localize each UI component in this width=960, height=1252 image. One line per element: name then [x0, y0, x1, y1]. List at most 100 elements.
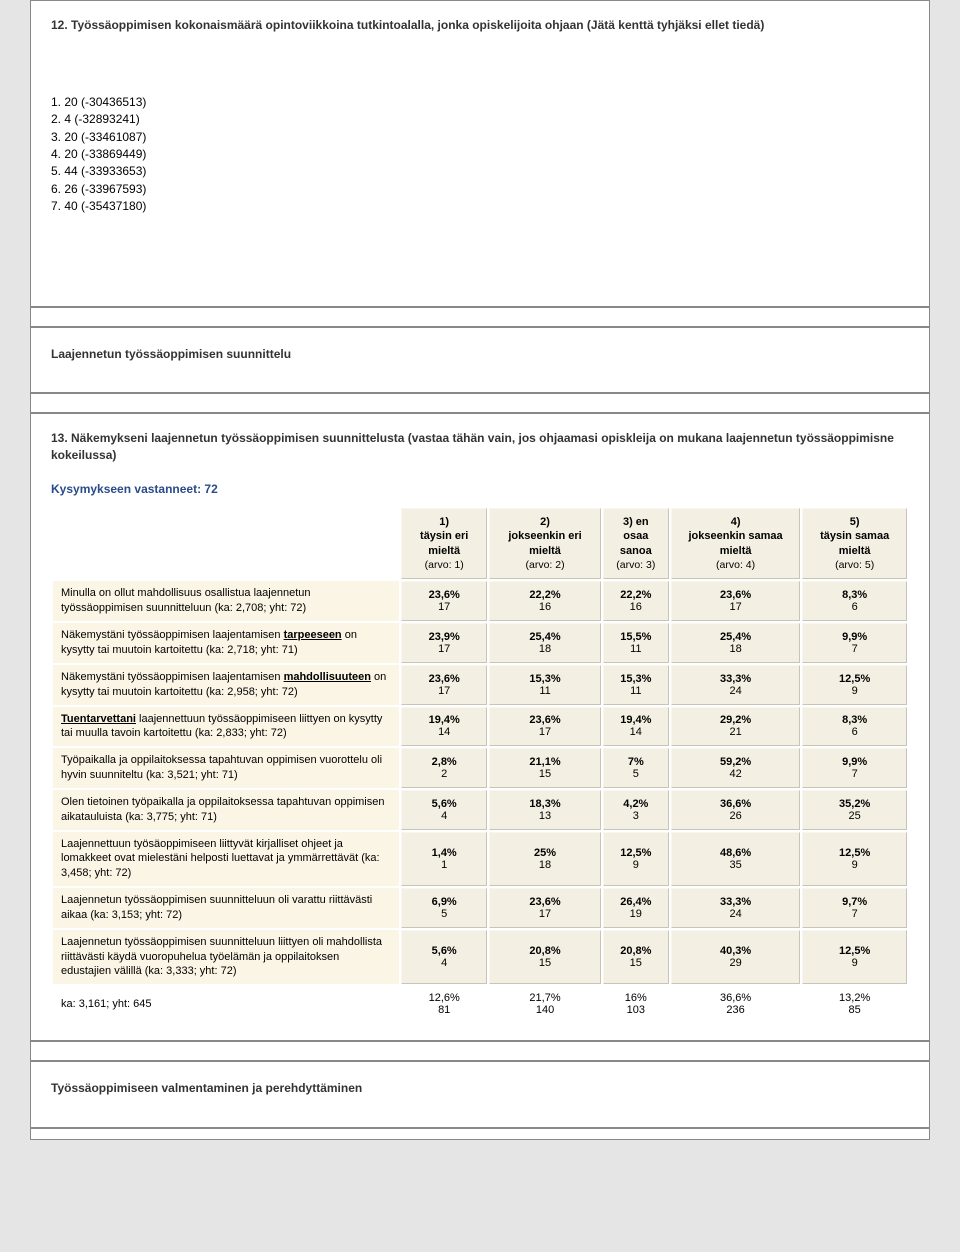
list-item: 1. 20 (-30436513): [51, 94, 909, 111]
q12-list: 1. 20 (-30436513)2. 4 (-32893241)3. 20 (…: [51, 94, 909, 216]
data-cell: 19,4%14: [603, 707, 669, 747]
data-cell: 6,9%5: [401, 888, 487, 928]
data-cell: 15,3%11: [603, 665, 669, 705]
summary-cell: 12,6%81: [401, 986, 487, 1022]
summary-cell: 16%103: [603, 986, 669, 1022]
section-a-title: Laajennetun työssäoppimisen suunnittelu: [51, 346, 909, 363]
table-row: Näkemystäni työssäoppimisen laajentamise…: [53, 665, 907, 705]
list-item: 4. 20 (-33869449): [51, 146, 909, 163]
row-label: Laajennetun työssäoppimisen suunnitteluu…: [53, 930, 399, 985]
data-cell: 40,3%29: [671, 930, 800, 985]
data-cell: 29,2%21: [671, 707, 800, 747]
data-cell: 59,2%42: [671, 748, 800, 788]
q13-col-2: 2)jokseenkin eri mieltä(arvo: 2): [489, 508, 600, 580]
summary-cell: 13,2%85: [802, 986, 907, 1022]
data-cell: 4,2%3: [603, 790, 669, 830]
data-cell: 20,8%15: [603, 930, 669, 985]
data-cell: 18,3%13: [489, 790, 600, 830]
summary-label: ka: 3,161; yht: 645: [53, 986, 399, 1022]
list-item: 5. 44 (-33933653): [51, 163, 909, 180]
q13-responded: Kysymykseen vastanneet: 72: [51, 482, 909, 496]
section-b: Työssäoppimiseen valmentaminen ja perehd…: [30, 1061, 930, 1128]
list-item: 6. 26 (-33967593): [51, 181, 909, 198]
row-label: Työpaikalla ja oppilaitoksessa tapahtuva…: [53, 748, 399, 788]
data-cell: 12,5%9: [802, 930, 907, 985]
trailing-section: [30, 1128, 930, 1140]
data-cell: 23,6%17: [401, 581, 487, 621]
section-b-title: Työssäoppimiseen valmentaminen ja perehd…: [51, 1080, 909, 1097]
q13-col-4: 4)jokseenkin samaa mieltä(arvo: 4): [671, 508, 800, 580]
table-row: Työpaikalla ja oppilaitoksessa tapahtuva…: [53, 748, 907, 788]
data-cell: 12,5%9: [603, 832, 669, 887]
row-label: Tuentarvettani laajennettuun työssäoppim…: [53, 707, 399, 747]
spacer: [30, 393, 930, 413]
data-cell: 8,3%6: [802, 707, 907, 747]
row-label: Laajennettuun työsäoppimiseen liittyvät …: [53, 832, 399, 887]
row-label: Näkemystäni työssäoppimisen laajentamise…: [53, 665, 399, 705]
data-cell: 23,6%17: [401, 665, 487, 705]
spacer: [30, 307, 930, 327]
row-label: Laajennetun työssäoppimisen suunnitteluu…: [53, 888, 399, 928]
spacer: [30, 1041, 930, 1061]
data-cell: 25,4%18: [489, 623, 600, 663]
data-cell: 23,6%17: [489, 888, 600, 928]
table-row: Minulla on ollut mahdollisuus osallistua…: [53, 581, 907, 621]
data-cell: 33,3%24: [671, 888, 800, 928]
data-cell: 20,8%15: [489, 930, 600, 985]
section-a: Laajennetun työssäoppimisen suunnittelu: [30, 327, 930, 394]
list-item: 3. 20 (-33461087): [51, 129, 909, 146]
q12-section: 12. Työssäoppimisen kokonaismäärä opinto…: [30, 0, 930, 307]
data-cell: 22,2%16: [603, 581, 669, 621]
data-cell: 25%18: [489, 832, 600, 887]
data-cell: 5,6%4: [401, 790, 487, 830]
summary-cell: 21,7%140: [489, 986, 600, 1022]
data-cell: 36,6%26: [671, 790, 800, 830]
data-cell: 21,1%15: [489, 748, 600, 788]
data-cell: 33,3%24: [671, 665, 800, 705]
table-row: Näkemystäni työssäoppimisen laajentamise…: [53, 623, 907, 663]
table-row: Tuentarvettani laajennettuun työssäoppim…: [53, 707, 907, 747]
page: 12. Työssäoppimisen kokonaismäärä opinto…: [30, 0, 930, 1140]
q13-section: 13. Näkemykseni laajennetun työssäoppimi…: [30, 413, 930, 1041]
q13-title: 13. Näkemykseni laajennetun työssäoppimi…: [51, 430, 909, 464]
data-cell: 12,5%9: [802, 832, 907, 887]
table-row: Laajennettuun työsäoppimiseen liittyvät …: [53, 832, 907, 887]
data-cell: 2,8%2: [401, 748, 487, 788]
q13-col-1: 1)täysin eri mieltä(arvo: 1): [401, 508, 487, 580]
data-cell: 23,6%17: [671, 581, 800, 621]
row-label: Näkemystäni työssäoppimisen laajentamise…: [53, 623, 399, 663]
data-cell: 25,4%18: [671, 623, 800, 663]
row-label: Minulla on ollut mahdollisuus osallistua…: [53, 581, 399, 621]
data-cell: 23,9%17: [401, 623, 487, 663]
q13-col-5: 5)täysin samaa mieltä(arvo: 5): [802, 508, 907, 580]
list-item: 7. 40 (-35437180): [51, 198, 909, 215]
q12-title: 12. Työssäoppimisen kokonaismäärä opinto…: [51, 17, 909, 34]
table-row: Laajennetun työssäoppimisen suunnitteluu…: [53, 930, 907, 985]
table-row: Olen tietoinen työpaikalla ja oppilaitok…: [53, 790, 907, 830]
data-cell: 35,2%25: [802, 790, 907, 830]
data-cell: 22,2%16: [489, 581, 600, 621]
data-cell: 9,9%7: [802, 748, 907, 788]
data-cell: 1,4%1: [401, 832, 487, 887]
summary-row: ka: 3,161; yht: 64512,6%8121,7%14016%103…: [53, 986, 907, 1022]
data-cell: 9,9%7: [802, 623, 907, 663]
data-cell: 9,7%7: [802, 888, 907, 928]
q13-col-3: 3) enosaa sanoa(arvo: 3): [603, 508, 669, 580]
data-cell: 23,6%17: [489, 707, 600, 747]
data-cell: 48,6%35: [671, 832, 800, 887]
data-cell: 19,4%14: [401, 707, 487, 747]
data-cell: 26,4%19: [603, 888, 669, 928]
data-cell: 12,5%9: [802, 665, 907, 705]
summary-cell: 36,6%236: [671, 986, 800, 1022]
data-cell: 7%5: [603, 748, 669, 788]
data-cell: 8,3%6: [802, 581, 907, 621]
data-cell: 15,5%11: [603, 623, 669, 663]
table-row: Laajennetun työssäoppimisen suunnitteluu…: [53, 888, 907, 928]
data-cell: 5,6%4: [401, 930, 487, 985]
data-cell: 15,3%11: [489, 665, 600, 705]
row-label: Olen tietoinen työpaikalla ja oppilaitok…: [53, 790, 399, 830]
list-item: 2. 4 (-32893241): [51, 111, 909, 128]
q13-header-row: 1)täysin eri mieltä(arvo: 1) 2)jokseenki…: [53, 508, 907, 580]
q13-matrix: 1)täysin eri mieltä(arvo: 1) 2)jokseenki…: [51, 506, 909, 1024]
q13-empty-header: [53, 508, 399, 580]
